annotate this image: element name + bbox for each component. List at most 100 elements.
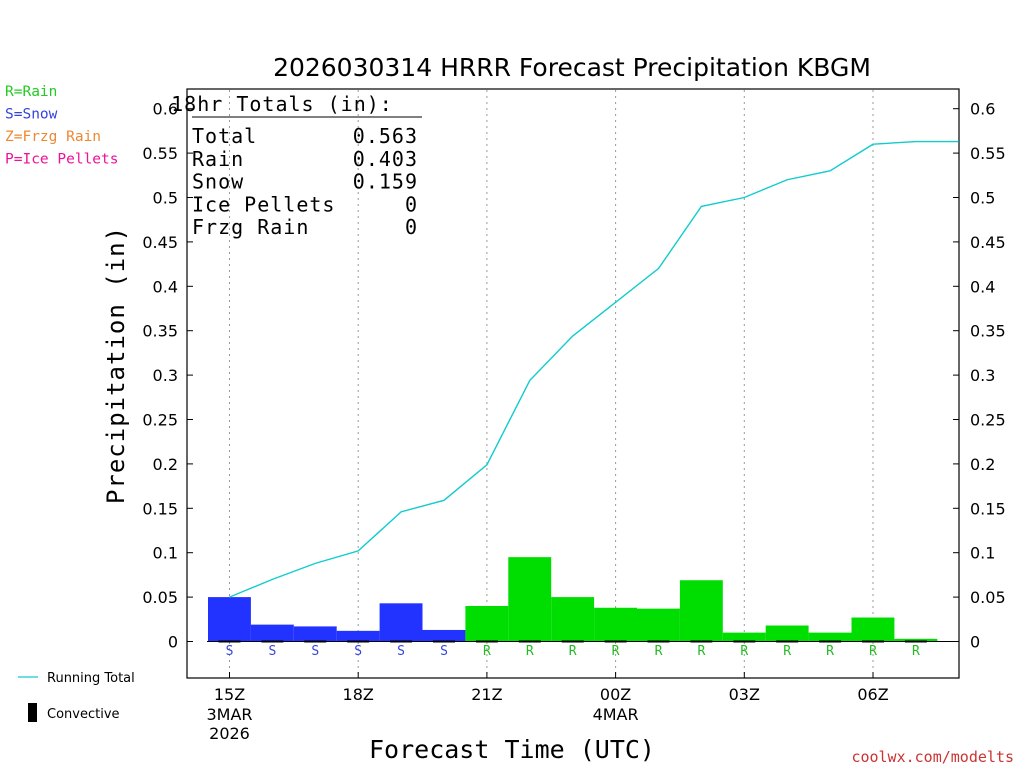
precip-type-label: S: [311, 644, 319, 659]
precip-type-legend-item: Z=Frzg Rain: [5, 129, 101, 145]
y-tick-label: 0.3: [970, 366, 995, 385]
y-tick-label: 0.25: [142, 411, 178, 430]
precip-bar: [637, 608, 680, 642]
totals-row-label: Rain: [192, 147, 244, 171]
x-tick-year: 2026: [209, 724, 250, 743]
precip-type-legend-item: P=Ice Pellets: [5, 152, 119, 168]
totals-row-value: 0.159: [353, 170, 418, 194]
precip-type-legend-item: S=Snow: [5, 107, 58, 123]
totals-row-value: 0: [405, 192, 418, 216]
precip-bar: [422, 629, 466, 642]
precip-bar: [250, 624, 294, 642]
y-tick-label: 0.2: [970, 455, 995, 474]
y-tick-label: 0.6: [970, 100, 995, 119]
x-tick-label: 03Z: [729, 685, 760, 704]
precip-type-label: S: [268, 644, 276, 659]
precip-bar: [765, 625, 809, 642]
running-total-legend-label: Running Total: [47, 671, 135, 686]
precip-type-label: R: [869, 644, 877, 659]
precip-bar: [722, 632, 766, 642]
y-tick-label: 0.6: [153, 100, 178, 119]
y-tick-label: 0.35: [142, 322, 178, 341]
precip-type-label: R: [826, 644, 834, 659]
x-tick-label: 18Z: [343, 685, 374, 704]
precip-type-label: S: [397, 644, 405, 659]
totals-box: 18hr Totals (in): Total 0.563 Rain 0.403 Sno…: [171, 92, 422, 239]
y-tick-label: 0.5: [970, 189, 995, 208]
y-tick-label: 0.45: [142, 233, 178, 252]
y-tick-label: 0.55: [142, 144, 178, 163]
x-tick-date: 4MAR: [593, 705, 639, 724]
precip-type-label: R: [483, 644, 491, 659]
precip-type-legend-item: R=Rain: [5, 84, 57, 100]
running-total-series: [229, 140, 959, 598]
totals-row-value: 0.563: [353, 124, 418, 148]
y-tick-label: 0.5: [153, 189, 178, 208]
y-axis-label: Precipitation (in): [102, 226, 130, 504]
y-tick-label: 0.55: [970, 144, 1006, 163]
precip-bar: [808, 632, 852, 642]
precip-type-label: R: [612, 644, 620, 659]
precip-bar: [594, 607, 637, 642]
precip-bar: [465, 605, 509, 642]
precip-type-label: S: [226, 644, 234, 659]
y-axis-right: 0 0.05 0.1 0.15 0.2 0.25 0.3 0.35 0.4 0.45 0.5 0.55…: [953, 100, 1006, 652]
totals-row-label: Total: [192, 124, 257, 148]
x-tick-label: 06Z: [857, 685, 888, 704]
hourly-bars: [207, 557, 959, 643]
x-tick-label: 00Z: [600, 685, 631, 704]
y-tick-label: 0.1: [153, 544, 178, 563]
precip-bar: [679, 580, 723, 642]
x-tick-date: 3MAR: [206, 705, 252, 724]
totals-row-label: Snow: [192, 170, 244, 194]
convective-legend-label: Convective: [47, 707, 120, 722]
y-tick-label: 0.05: [970, 588, 1006, 607]
vertical-gridlines: [229, 90, 874, 677]
precip-type-label: R: [740, 644, 748, 659]
x-axis-label: Forecast Time (UTC): [369, 735, 655, 764]
running-total-line: [229, 140, 959, 598]
y-axis-left: 0 0.05 0.1 0.15 0.2 0.25 0.3 0.35 0.4 0.45 0.5 0.55…: [142, 100, 193, 652]
y-tick-label: 0.2: [153, 455, 178, 474]
y-tick-label: 0.4: [970, 277, 995, 296]
y-tick-label: 0: [970, 633, 980, 652]
x-tick-label: 21Z: [471, 685, 502, 704]
precip-type-label: R: [655, 644, 663, 659]
totals-row-label: Ice Pellets: [192, 192, 335, 216]
precip-type-label: S: [354, 644, 362, 659]
y-tick-label: 0: [168, 633, 178, 652]
y-tick-label: 0.1: [970, 544, 995, 563]
precip-bar: [894, 638, 938, 642]
precip-type-label: S: [440, 644, 448, 659]
chart-title: 2026030314 HRRR Forecast Precipitation K…: [273, 53, 871, 82]
precip-type-label: R: [697, 644, 705, 659]
precip-bar: [208, 597, 251, 642]
precip-bar: [551, 597, 595, 642]
y-tick-label: 0.05: [142, 588, 178, 607]
y-tick-label: 0.15: [142, 499, 178, 518]
plot-frame: [186, 88, 960, 679]
totals-row-value: 0: [405, 215, 418, 239]
y-tick-label: 0.35: [970, 322, 1006, 341]
y-tick-label: 0.45: [970, 233, 1006, 252]
precip-bar: [336, 630, 380, 642]
precip-type-label: R: [569, 644, 577, 659]
totals-row-label: Frzg Rain: [192, 215, 309, 239]
precip-bar: [851, 617, 895, 642]
totals-header: 18hr Totals (in):: [171, 92, 393, 116]
x-tick-label: 15Z: [214, 685, 245, 704]
y-tick-label: 0.25: [970, 411, 1006, 430]
precip-type-label: R: [783, 644, 791, 659]
y-tick-label: 0.4: [153, 277, 178, 296]
precip-type-label: R: [912, 644, 920, 659]
precip-type-label: R: [526, 644, 534, 659]
precip-bar: [508, 557, 552, 642]
totals-row-value: 0.403: [353, 147, 418, 171]
convective-legend-swatch: [28, 703, 37, 722]
precip-bar: [293, 626, 337, 642]
y-tick-label: 0.15: [970, 499, 1006, 518]
y-tick-label: 0.3: [153, 366, 178, 385]
